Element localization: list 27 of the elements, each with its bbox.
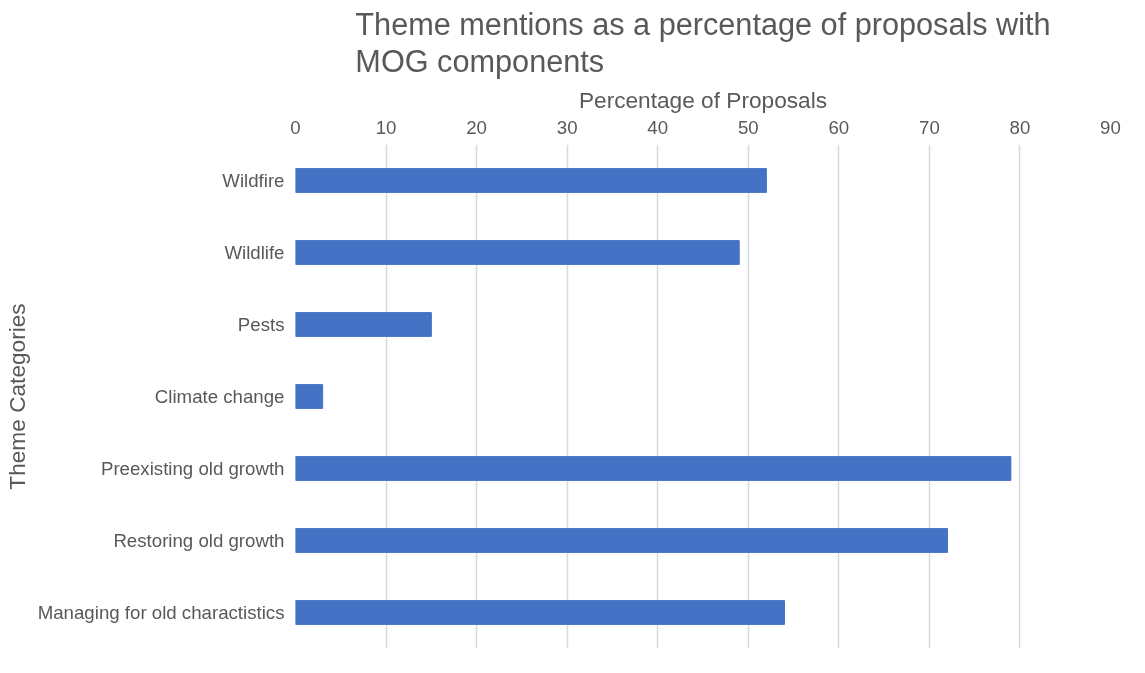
y-tick-label: Wildlife bbox=[224, 242, 285, 263]
chart-title: Theme mentions as a percentage of proposals with MOG components bbox=[355, 7, 1051, 80]
x-tick-label: 60 bbox=[828, 116, 850, 138]
y-axis-title: Theme Categories bbox=[3, 303, 30, 490]
y-tick-label: Preexisting old growth bbox=[100, 458, 285, 479]
bar bbox=[295, 456, 1012, 481]
y-tick-label: Managing for old charactistics bbox=[37, 602, 285, 623]
bar bbox=[295, 528, 948, 553]
x-axis-title: Percentage of Proposals bbox=[578, 86, 828, 113]
x-tick-label: 80 bbox=[1009, 116, 1031, 138]
y-tick-label: Climate change bbox=[154, 386, 285, 407]
y-tick-label: Restoring old growth bbox=[113, 530, 285, 551]
x-tick-label: 70 bbox=[919, 116, 940, 138]
x-tick-label: 90 bbox=[1100, 116, 1121, 138]
bar bbox=[295, 384, 324, 409]
x-tick-label: 30 bbox=[556, 116, 578, 138]
y-tick-label: Wildfire bbox=[222, 170, 285, 191]
x-tick-label: 20 bbox=[466, 116, 487, 138]
bar bbox=[295, 240, 740, 265]
y-tick-label: Pests bbox=[237, 314, 285, 335]
x-tick-label: 50 bbox=[737, 116, 759, 138]
bar bbox=[295, 312, 432, 337]
bar bbox=[295, 168, 767, 193]
bar bbox=[295, 600, 785, 625]
x-tick-label: 10 bbox=[375, 116, 397, 138]
x-tick-label: 40 bbox=[647, 116, 669, 138]
x-tick-label: 0 bbox=[290, 116, 301, 138]
